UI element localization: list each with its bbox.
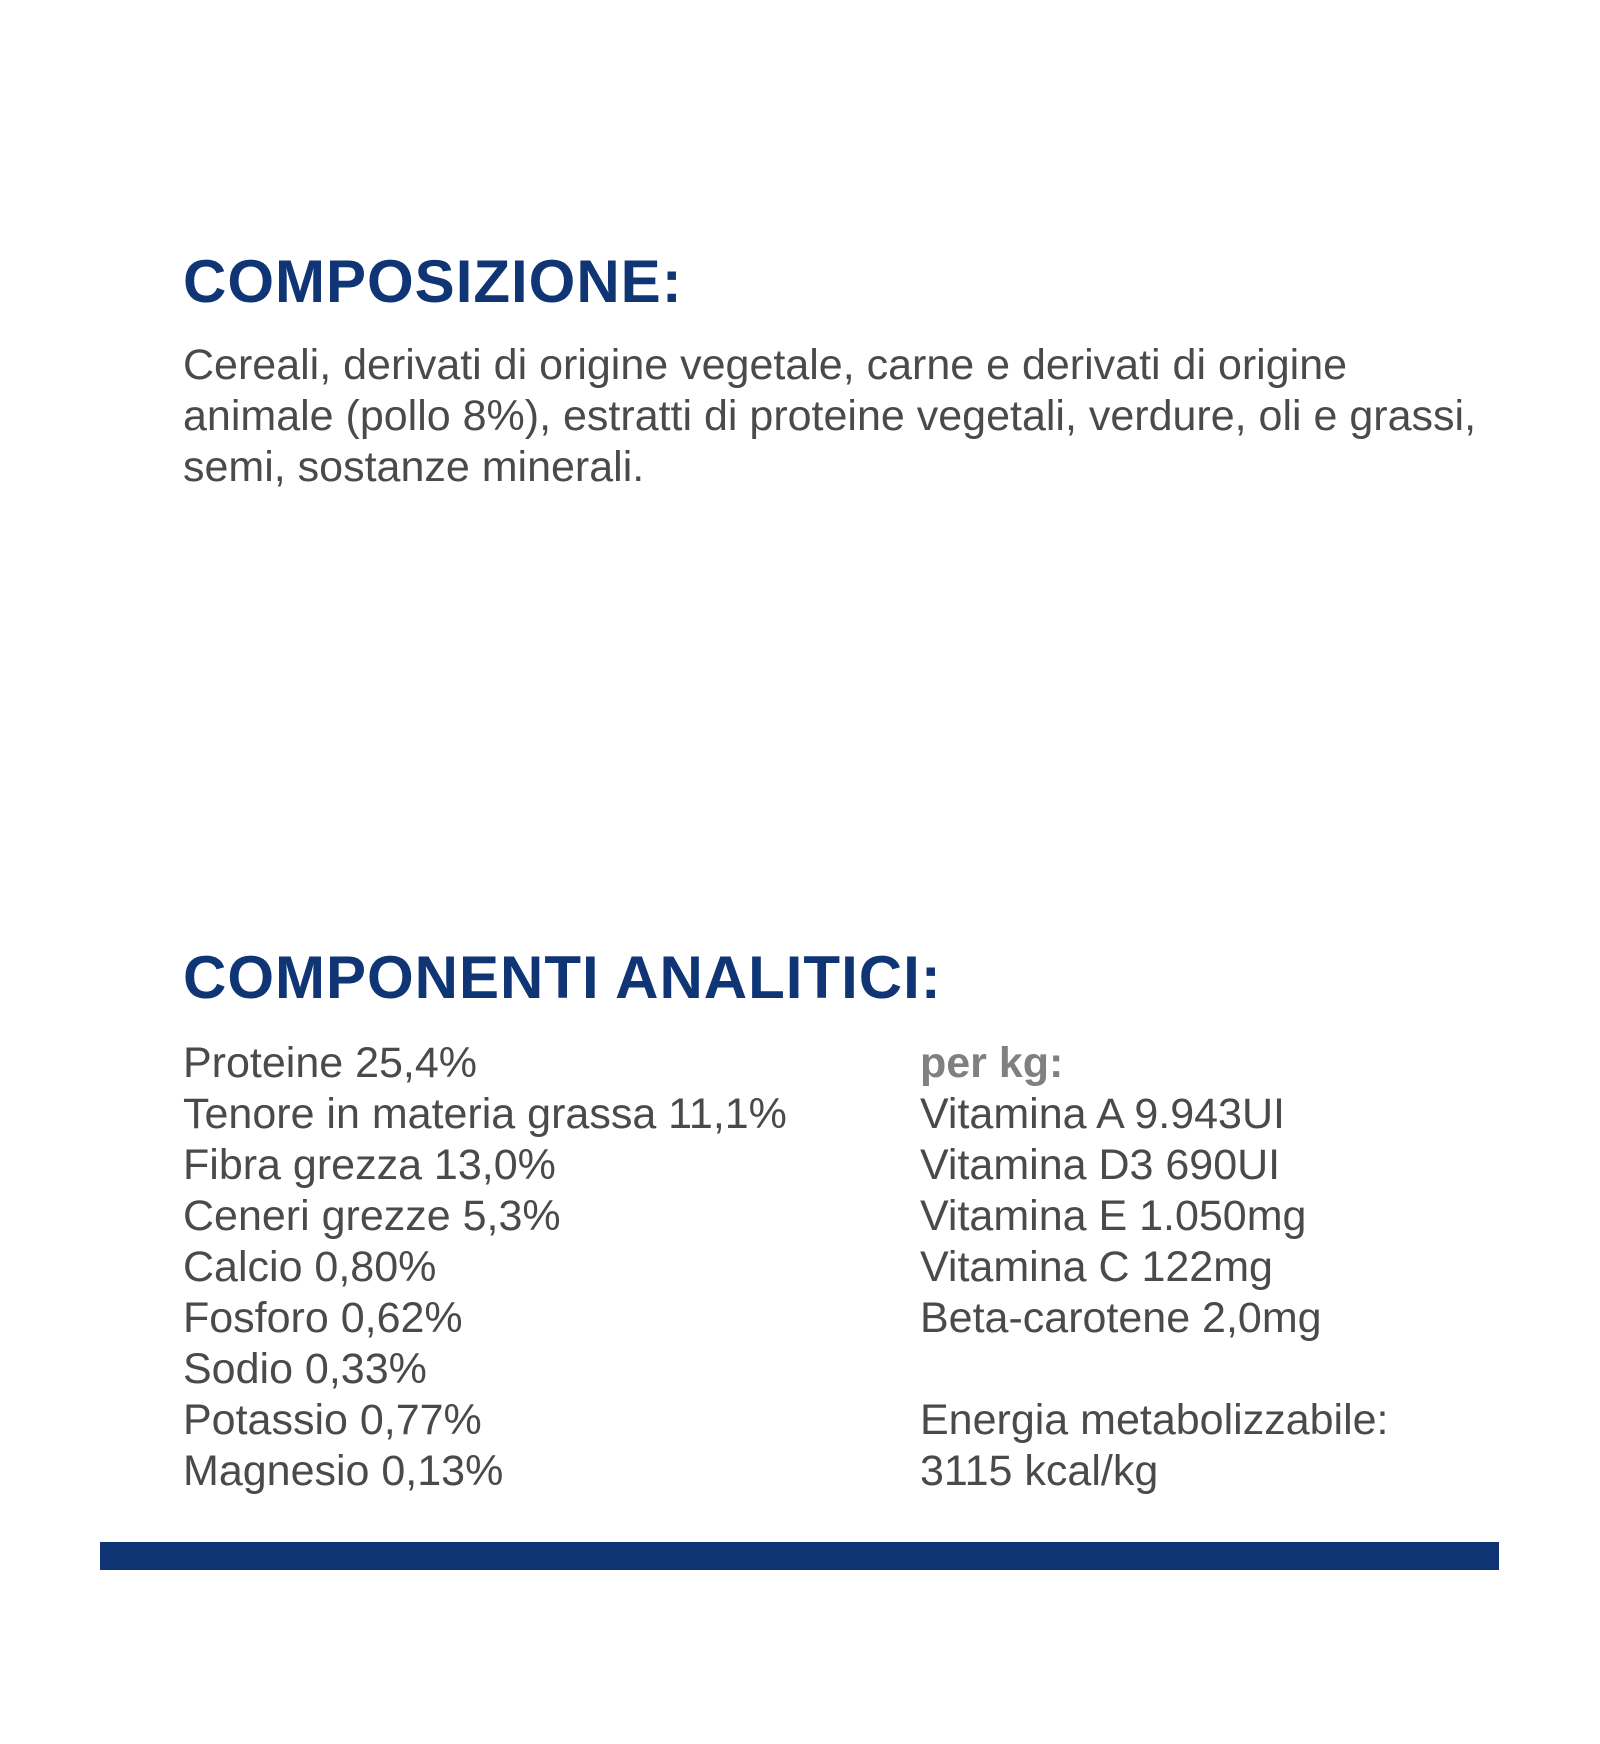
analytics-right-list: per kg: Vitamina A 9.943UI Vitamina D3 6… bbox=[920, 1038, 1389, 1497]
composition-title: COMPOSIZIONE: bbox=[183, 248, 683, 315]
composition-text: Cereali, derivati di origine vegetale, c… bbox=[183, 341, 1477, 491]
list-item: Beta-carotene 2,0mg bbox=[920, 1294, 1322, 1342]
list-item: Potassio 0,77% bbox=[183, 1396, 482, 1444]
analytics-title: COMPONENTI ANALITICI: bbox=[183, 944, 942, 1011]
list-item: Fosforo 0,62% bbox=[183, 1294, 463, 1342]
list-item: Magnesio 0,13% bbox=[183, 1447, 504, 1495]
analytics-left-list: Proteine 25,4% Tenore in materia grassa … bbox=[183, 1038, 787, 1497]
energy-label: Energia metabolizzabile: bbox=[920, 1396, 1389, 1444]
list-item: Fibra grezza 13,0% bbox=[183, 1141, 556, 1189]
list-item: Proteine 25,4% bbox=[183, 1039, 478, 1087]
list-item: Tenore in materia grassa 11,1% bbox=[183, 1090, 787, 1138]
list-item: Vitamina E 1.050mg bbox=[920, 1192, 1307, 1240]
footer-divider-bar bbox=[100, 1542, 1499, 1570]
list-item: Vitamina D3 690UI bbox=[920, 1141, 1281, 1189]
energy-value: 3115 kcal/kg bbox=[920, 1447, 1159, 1495]
list-item: Calcio 0,80% bbox=[183, 1243, 437, 1291]
list-item: Ceneri grezze 5,3% bbox=[183, 1192, 561, 1240]
spacer bbox=[920, 1344, 1389, 1395]
list-item: Sodio 0,33% bbox=[183, 1345, 427, 1393]
per-kg-label: per kg: bbox=[920, 1039, 1064, 1087]
list-item: Vitamina C 122mg bbox=[920, 1243, 1273, 1291]
list-item: Vitamina A 9.943UI bbox=[920, 1090, 1285, 1138]
